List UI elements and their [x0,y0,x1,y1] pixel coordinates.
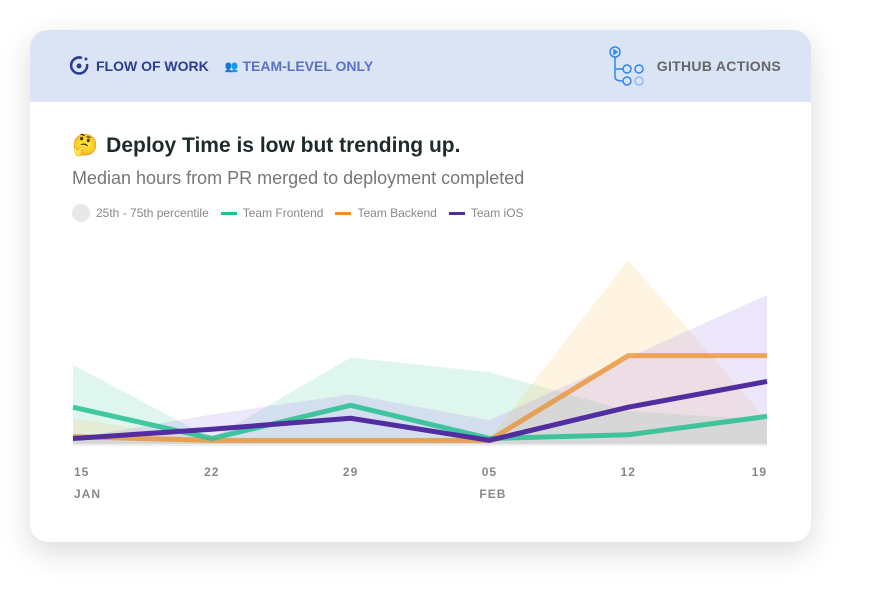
chart-subtitle: Median hours from PR merged to deploymen… [72,168,525,188]
flow-of-work-label: FLOW OF WORK [68,55,209,77]
legend-team-ios[interactable]: Team iOS [448,206,524,220]
series-line-team-backend[interactable] [72,353,767,443]
chart-legend: 25th - 75th percentile Team Frontend Tea… [72,204,524,222]
flow-icon [69,56,89,75]
chart-card: FLOW OF WORK 👥 TEAM-LEVEL ONLY GITHUB AC… [30,30,811,542]
legend-percentile-band: 25th - 75th percentile [72,204,209,222]
percentile-band-team-backend [73,260,767,444]
percentile-band-team-frontend [73,357,767,444]
percentile-band-team-ios [73,294,767,444]
x-tick-label: 19 [752,465,767,479]
band-swatch-icon [72,204,90,222]
frontend-swatch-icon [220,211,237,215]
x-tick-label: 22 [204,465,219,479]
x-tick-label: 12 [621,465,636,479]
team-level-badge: 👥 TEAM-LEVEL ONLY [224,58,374,74]
ios-swatch-icon [448,211,465,215]
thinking-emoji-icon: 🤔 [72,134,99,157]
x-month-label: FEB [479,487,506,501]
x-tick-label: 29 [343,465,358,479]
line-chart: 15 22 29 05 12 19 JAN FEB [72,260,768,501]
github-actions-icon [609,46,644,86]
x-tick-label: 15 [74,465,89,479]
x-tick-label: 05 [482,465,497,479]
chart-title: 🤔 Deploy Time is low but trending up. [72,134,461,157]
series-line-team-ios[interactable] [72,378,768,443]
users-icon: 👥 [224,60,239,73]
backend-swatch-icon [335,211,352,215]
github-actions-source: GITHUB ACTIONS [607,45,781,87]
card-header: FLOW OF WORK 👥 TEAM-LEVEL ONLY GITHUB AC… [30,30,811,102]
legend-team-frontend[interactable]: Team Frontend [220,206,323,220]
x-month-label: JAN [74,487,101,501]
legend-team-backend[interactable]: Team Backend [335,206,437,220]
